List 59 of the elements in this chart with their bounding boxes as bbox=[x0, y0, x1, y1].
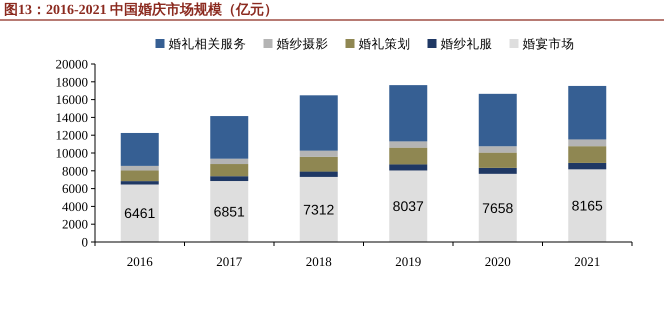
x-tick-label: 2021 bbox=[574, 254, 600, 269]
bar bbox=[478, 152, 517, 168]
bar bbox=[300, 150, 338, 157]
legend-label: 婚礼策划 bbox=[358, 37, 410, 51]
y-tick-label: 4000 bbox=[62, 198, 88, 214]
bar bbox=[300, 95, 338, 151]
legend-label: 婚礼相关服务 bbox=[168, 37, 246, 51]
bar bbox=[389, 148, 428, 164]
bar bbox=[120, 166, 159, 171]
bar bbox=[389, 164, 428, 170]
y-tick-label: 10000 bbox=[56, 146, 88, 160]
y-tick-label: 18000 bbox=[56, 74, 88, 90]
bar bbox=[478, 94, 517, 146]
bar bbox=[210, 158, 248, 164]
bar bbox=[120, 181, 159, 184]
data-label: 6461 bbox=[124, 205, 156, 222]
bar bbox=[389, 170, 428, 242]
x-tick-label: 2016 bbox=[126, 254, 154, 269]
legend-label: 婚宴市场 bbox=[522, 36, 574, 51]
bar bbox=[568, 169, 606, 242]
bar bbox=[478, 174, 517, 242]
bar bbox=[389, 85, 428, 142]
y-tick-label: 14000 bbox=[56, 110, 88, 125]
bar bbox=[120, 184, 159, 242]
bar bbox=[210, 116, 248, 159]
data-label: 7312 bbox=[303, 201, 335, 218]
y-tick-label: 20000 bbox=[56, 56, 88, 72]
legend-label: 婚纱礼服 bbox=[440, 37, 492, 51]
bar bbox=[478, 146, 517, 153]
bar bbox=[389, 141, 428, 148]
bar bbox=[210, 181, 248, 242]
data-label: 6851 bbox=[214, 204, 246, 220]
bar bbox=[568, 86, 606, 140]
bar bbox=[300, 172, 338, 177]
x-tick-label: 2020 bbox=[484, 254, 511, 269]
data-label: 8165 bbox=[572, 198, 604, 214]
x-tick-label: 2017 bbox=[216, 254, 243, 269]
data-label: 7658 bbox=[482, 200, 514, 216]
title: 图13：2016-2021 中国婚庆市场规模（亿元） bbox=[4, 3, 278, 18]
y-tick-label: 12000 bbox=[56, 128, 88, 143]
bar bbox=[120, 170, 159, 182]
bar bbox=[568, 139, 606, 146]
bar bbox=[300, 176, 338, 242]
y-tick-label: 6000 bbox=[62, 181, 88, 196]
y-tick-label: 0 bbox=[82, 234, 88, 250]
y-tick-label: 16000 bbox=[56, 92, 88, 108]
bar bbox=[478, 168, 517, 174]
legend-label: 婚纱摄影 bbox=[276, 37, 328, 51]
x-tick-label: 2018 bbox=[306, 254, 332, 269]
bar bbox=[568, 162, 606, 170]
bar bbox=[300, 156, 338, 172]
bar bbox=[568, 146, 606, 163]
data-label: 8037 bbox=[392, 198, 424, 214]
bar bbox=[210, 176, 248, 182]
bar bbox=[210, 164, 248, 176]
x-tick-label: 2019 bbox=[395, 254, 422, 269]
bar bbox=[120, 132, 159, 166]
y-tick-label: 8000 bbox=[62, 163, 88, 178]
y-tick-label: 2000 bbox=[62, 216, 88, 232]
